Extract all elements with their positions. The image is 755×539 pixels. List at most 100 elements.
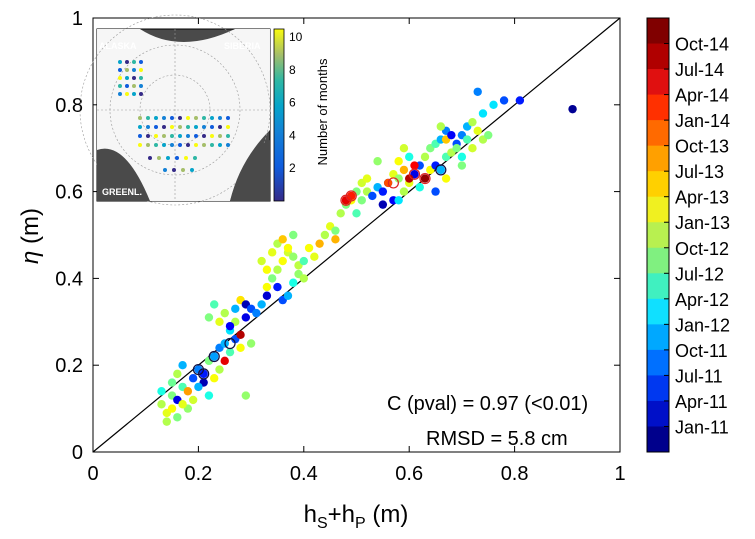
inset-dot <box>210 134 214 138</box>
inset-dot <box>178 134 182 138</box>
inset-dot <box>194 116 198 120</box>
inset-colorbar-tick-label: 2 <box>289 161 296 175</box>
data-point <box>447 130 456 140</box>
data-point <box>204 391 214 400</box>
data-point <box>289 252 298 261</box>
data-point <box>225 321 235 331</box>
data-point <box>278 256 287 266</box>
data-point <box>246 339 256 348</box>
data-point <box>236 330 245 340</box>
highlighted-point <box>345 190 357 202</box>
inset-dot <box>118 92 122 96</box>
inset-dot <box>210 116 214 120</box>
data-points <box>157 87 577 426</box>
data-point <box>468 117 477 127</box>
data-point <box>225 347 235 357</box>
colorbar-segment <box>647 400 669 427</box>
inset-dot <box>194 134 198 138</box>
inset-dot <box>210 143 214 147</box>
data-point <box>241 313 251 322</box>
data-point <box>484 130 493 140</box>
inset-dot <box>170 125 174 129</box>
inset-dot <box>139 76 143 80</box>
inset-dot <box>125 92 129 96</box>
data-point <box>394 174 403 183</box>
y-tick-label: 0.6 <box>55 182 83 204</box>
colorbar-label: Apr-14 <box>675 86 729 106</box>
inset-dot <box>186 125 190 129</box>
x-tick-label: 0.6 <box>395 463 423 485</box>
colorbar-label: Jan-11 <box>675 417 729 437</box>
data-point <box>173 413 182 422</box>
data-point <box>457 152 467 162</box>
data-point <box>436 122 446 131</box>
inset-dot <box>226 125 230 129</box>
inset-dot <box>218 116 222 120</box>
inset-dot <box>118 84 122 88</box>
colorbar-frame <box>646 17 670 453</box>
inset-dot <box>178 116 182 120</box>
colorbar-segment <box>647 171 669 198</box>
data-point <box>167 378 177 387</box>
inset-colorbar-tick-label: 10 <box>289 30 303 44</box>
data-point <box>188 374 198 383</box>
data-point <box>204 313 214 322</box>
data-point <box>210 352 219 361</box>
inset-map: ALASKA SIBERIA GREENL. <box>79 14 271 206</box>
data-point <box>368 191 377 201</box>
data-point <box>252 308 261 318</box>
inset-dot <box>132 92 136 96</box>
inset-dot <box>132 60 136 64</box>
data-point <box>431 187 440 196</box>
inset-dot <box>146 125 150 129</box>
data-point <box>262 291 272 300</box>
inset-dot <box>146 143 150 147</box>
inset-dot <box>170 134 174 138</box>
x-ticks: 0 0.2 0.4 0.6 0.8 1 <box>87 18 626 485</box>
colorbar-label: Jan-14 <box>675 111 730 131</box>
data-point <box>399 165 409 175</box>
data-point <box>262 265 272 274</box>
inset-dot <box>162 134 166 138</box>
inset-dot <box>139 84 143 88</box>
data-point <box>436 165 446 175</box>
colorbar-segment <box>647 222 669 249</box>
inset-dot <box>190 168 194 172</box>
data-point <box>378 187 388 196</box>
inset-dot <box>139 68 143 72</box>
data-point <box>278 235 287 244</box>
inset-dot <box>118 76 122 80</box>
y-tick-label: 0.4 <box>55 268 83 290</box>
data-point <box>315 239 324 248</box>
y-tick-label: 0.2 <box>55 355 83 377</box>
x-tick-label: 0.8 <box>501 463 529 485</box>
data-point <box>415 183 424 192</box>
inset-dot <box>154 125 158 129</box>
inset-dot <box>194 125 198 129</box>
highlighted-point <box>419 172 431 185</box>
data-point <box>405 174 414 183</box>
one-to-one-line <box>92 17 621 453</box>
inset-dot <box>226 143 230 147</box>
inset-dot <box>186 143 190 147</box>
colorbar-label: Oct-13 <box>675 137 729 157</box>
data-point <box>399 144 409 153</box>
inset-dot <box>139 92 143 96</box>
colorbar-label: Jul-13 <box>675 162 724 182</box>
data-point <box>273 265 282 274</box>
colorbar-segment <box>647 43 669 70</box>
colorbar-label: Oct-14 <box>675 35 729 55</box>
inset-dot <box>148 156 152 160</box>
inset-dot <box>162 125 166 129</box>
inset-dot <box>138 134 142 138</box>
inset-dot <box>118 68 122 72</box>
data-point <box>257 300 266 309</box>
colorbar-segment <box>647 298 669 325</box>
inset-colorbar-title: Number of months <box>315 58 330 165</box>
x-tick-label: 1 <box>614 463 625 485</box>
data-point <box>183 387 193 396</box>
data-point <box>194 382 203 392</box>
inset-dot <box>118 60 122 64</box>
inset-dot <box>157 156 161 160</box>
